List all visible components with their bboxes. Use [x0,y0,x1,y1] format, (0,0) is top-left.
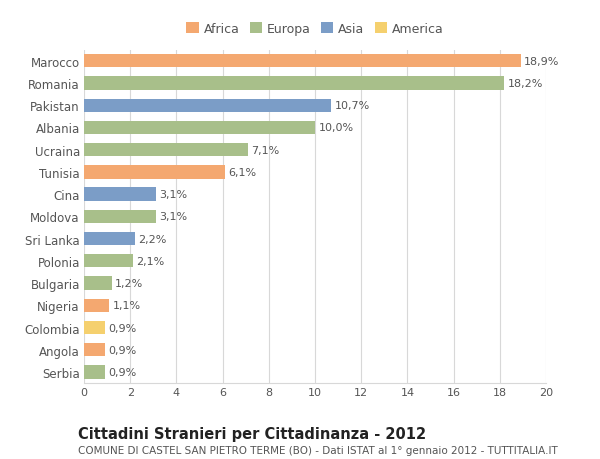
Text: 10,0%: 10,0% [319,123,353,133]
Text: 3,1%: 3,1% [159,212,187,222]
Bar [84,144,248,157]
Text: 7,1%: 7,1% [251,146,280,155]
Bar [84,210,155,224]
Text: 1,1%: 1,1% [113,301,141,311]
Bar [84,166,225,179]
Text: Cittadini Stranieri per Cittadinanza - 2012: Cittadini Stranieri per Cittadinanza - 2… [78,426,426,441]
Bar [84,77,505,90]
Bar [84,321,105,335]
Bar [84,188,155,202]
Text: 2,2%: 2,2% [138,234,167,244]
Bar [84,365,105,379]
Text: 1,2%: 1,2% [115,279,143,288]
Text: 0,9%: 0,9% [108,345,137,355]
Bar [84,55,521,68]
Bar [84,277,112,290]
Bar [84,122,315,135]
Legend: Africa, Europa, Asia, America: Africa, Europa, Asia, America [184,20,446,38]
Text: 0,9%: 0,9% [108,367,137,377]
Bar [84,232,135,246]
Text: 6,1%: 6,1% [229,168,257,178]
Text: 10,7%: 10,7% [335,101,370,111]
Bar [84,343,105,357]
Text: 2,1%: 2,1% [136,256,164,266]
Text: 0,9%: 0,9% [108,323,137,333]
Bar [84,299,109,312]
Text: 18,9%: 18,9% [524,56,559,67]
Text: 18,2%: 18,2% [508,79,543,89]
Text: COMUNE DI CASTEL SAN PIETRO TERME (BO) - Dati ISTAT al 1° gennaio 2012 - TUTTITA: COMUNE DI CASTEL SAN PIETRO TERME (BO) -… [78,445,558,455]
Bar [84,99,331,112]
Bar [84,255,133,268]
Text: 3,1%: 3,1% [159,190,187,200]
